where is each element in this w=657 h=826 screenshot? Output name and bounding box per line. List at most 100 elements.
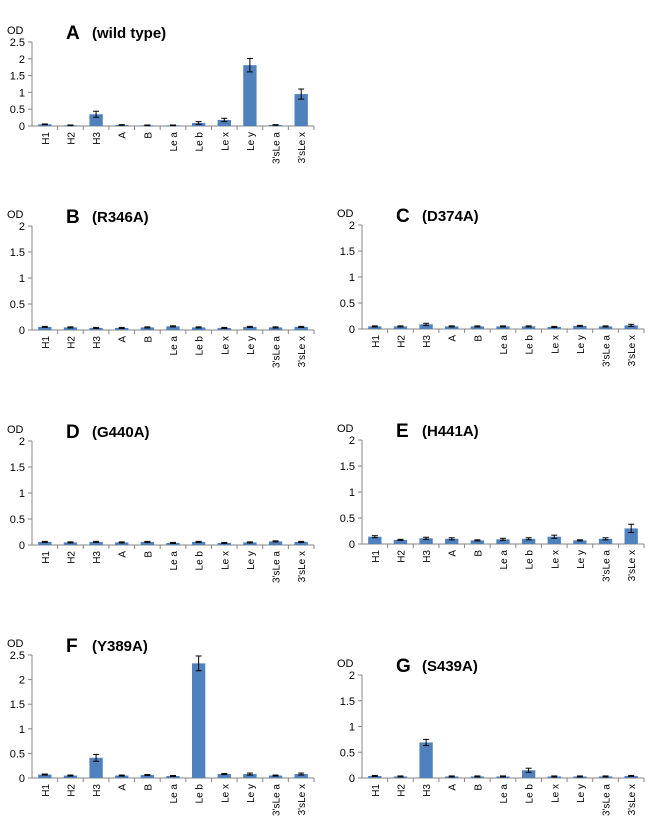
x-tick-label: Le b	[525, 335, 536, 355]
bar-b-1	[63, 327, 78, 330]
error-bar	[474, 325, 481, 328]
bar-b-8	[243, 326, 257, 330]
x-tick-label: Le x	[220, 336, 231, 355]
x-tick-label: H3	[92, 551, 103, 564]
bar-a-2	[89, 114, 103, 126]
x-tick-label: B	[473, 335, 484, 342]
x-tick-label: A	[118, 784, 129, 791]
bar-c-9	[598, 326, 613, 329]
y-axis-label: OD	[7, 25, 24, 37]
panel-title: (H441A)	[422, 423, 479, 440]
error-bar	[628, 323, 635, 327]
error-bar	[551, 534, 558, 539]
x-tick-label: Le x	[220, 132, 231, 151]
error-bar	[448, 325, 455, 328]
panel-letter: A	[66, 23, 80, 44]
y-tick-label: 2.5	[10, 650, 25, 662]
chart-panel-f: OD F (Y389A) 0 0.5 1 1.5 2 2.5 H1 H2 H3 A B Le a Le b Le…	[0, 632, 327, 826]
bar-c-4	[470, 326, 485, 329]
error-bar	[551, 325, 558, 328]
y-tick-label: 1	[19, 273, 25, 285]
error-bar	[298, 88, 305, 100]
error-bar	[500, 537, 506, 541]
x-tick-label: H1	[41, 784, 52, 797]
bar-d-8	[243, 542, 257, 545]
x-tick-label: B	[143, 784, 154, 791]
panel-title: (Y389A)	[92, 638, 148, 655]
bar-b-7	[217, 327, 231, 330]
y-tick-label: 1.5	[340, 246, 355, 258]
y-tick-label: 1.5	[10, 247, 25, 259]
x-tick-label: 3'sLe a	[602, 550, 613, 582]
error-bar	[371, 774, 378, 777]
bar-c-0	[368, 326, 382, 329]
bar-d-0	[38, 541, 52, 545]
bar-b-3	[115, 327, 129, 330]
bar-c-5	[496, 326, 510, 329]
error-bar	[525, 325, 532, 328]
x-tick-label: Le a	[499, 550, 510, 570]
y-tick-label: 2	[19, 221, 25, 233]
error-bar	[144, 326, 151, 329]
y-tick-label: 1	[19, 724, 25, 736]
bar-b-10	[294, 326, 308, 330]
chart-panel-e: OD E (H441A) 0 0.5 1 1.5 2 H1 H2 H3 A B Le a Le b Le x L…	[330, 420, 657, 592]
error-bar	[246, 57, 253, 73]
panel-letter: B	[66, 207, 80, 228]
error-bar	[423, 738, 430, 747]
y-axis-label: OD	[7, 209, 24, 221]
x-tick-label: Le y	[246, 551, 257, 570]
error-bar	[628, 523, 635, 534]
error-bar	[551, 775, 558, 778]
chart-svg-a: OD A (wild type) 0 0.5 1 1.5 2 2.5 H1 H2 H3 A B Le a Le…	[7, 23, 315, 164]
error-bar	[41, 540, 48, 543]
y-axis-label: OD	[7, 638, 24, 650]
y-axis-label: OD	[337, 658, 354, 670]
panel-title: (G440A)	[92, 424, 150, 441]
x-tick-label: 3'sLe x	[297, 132, 308, 163]
bar-b-6	[191, 327, 206, 330]
y-tick-label: 2	[19, 675, 25, 687]
bar-e-5	[496, 539, 510, 544]
bar-f-10	[294, 774, 308, 778]
error-bar	[195, 121, 202, 125]
x-tick-label: Le y	[246, 132, 257, 151]
error-bar	[41, 123, 48, 126]
x-tick-label: A	[448, 335, 459, 342]
bar-e-1	[393, 539, 408, 544]
error-bar	[170, 541, 176, 544]
y-tick-label: 0	[19, 121, 25, 133]
y-tick-label: 0.5	[340, 513, 355, 525]
error-bar	[298, 540, 305, 543]
y-axis-label: OD	[337, 423, 354, 435]
error-bar	[500, 325, 506, 328]
error-bar	[170, 775, 176, 778]
bar-c-1	[393, 326, 408, 329]
bar-e-3	[445, 538, 459, 544]
panel-title: (D374A)	[422, 208, 479, 225]
x-tick-label: Le y	[576, 784, 587, 803]
chart-svg-c: OD C (D374A) 0 0.5 1 1.5 2 H1 H2 H3 A B Le a Le b Le x L…	[337, 206, 645, 367]
bar-a-8	[243, 65, 257, 126]
bar-g-2	[419, 742, 433, 778]
y-tick-label: 2	[349, 670, 355, 682]
bar-f-3	[115, 775, 129, 778]
y-tick-label: 2	[19, 54, 25, 66]
x-tick-label: H1	[41, 336, 52, 349]
x-tick-label: 3'sLe x	[627, 550, 638, 581]
error-bar	[144, 124, 151, 127]
error-bar	[118, 124, 125, 126]
chart-panel-a: OD A (wild type) 0 0.5 1 1.5 2 2.5 H1 H2 H3 A B Le a Le…	[0, 0, 327, 174]
x-tick-label: H1	[41, 132, 52, 145]
error-bar	[41, 325, 48, 328]
error-bar	[448, 775, 455, 778]
chart-svg-b: OD B (R346A) 0 0.5 1 1.5 2 H1 H2 H3 A B Le a Le b Le x L…	[7, 207, 315, 368]
error-bar	[118, 326, 125, 329]
y-tick-label: 0.5	[340, 747, 355, 759]
panel-letter: E	[396, 421, 409, 442]
bar-e-6	[521, 538, 536, 544]
error-bar	[144, 540, 151, 543]
y-tick-label: 0	[19, 773, 25, 785]
y-tick-label: 1.5	[10, 699, 25, 711]
y-tick-label: 2	[19, 436, 25, 448]
